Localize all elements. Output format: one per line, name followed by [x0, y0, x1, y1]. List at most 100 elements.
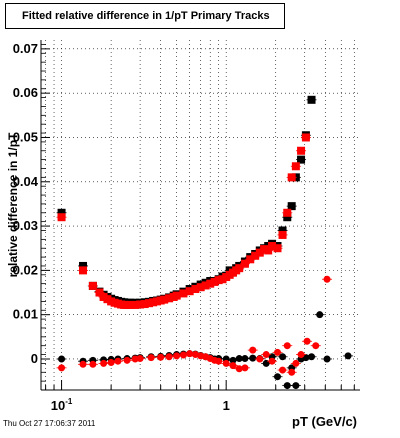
data-point-circle	[283, 382, 291, 390]
data-point-circle	[262, 359, 270, 367]
data-point-circle	[312, 342, 320, 350]
data-point-square	[283, 208, 292, 217]
data-point-square	[240, 259, 249, 268]
y-tick-label: 0	[31, 351, 38, 366]
data-point-circle	[292, 382, 300, 390]
data-point-circle	[186, 350, 194, 358]
data-point-square	[79, 261, 88, 270]
data-point-circle	[241, 364, 249, 372]
data-point-circle	[165, 353, 173, 361]
data-point-square	[287, 202, 296, 211]
data-point-circle	[229, 362, 237, 370]
data-point-circle	[316, 311, 324, 319]
data-point-square	[136, 300, 145, 309]
data-point-circle	[249, 354, 257, 362]
data-point-circle	[100, 359, 108, 367]
data-point-circle	[323, 355, 331, 363]
data-point-circle	[123, 356, 131, 364]
data-point-square	[278, 226, 287, 235]
data-point-circle	[292, 359, 300, 367]
data-point-square	[88, 281, 97, 290]
data-point-circle	[241, 355, 249, 363]
data-point-square	[210, 277, 219, 286]
data-point-circle	[262, 351, 270, 359]
data-point-circle	[147, 354, 155, 362]
data-point-square	[191, 284, 200, 293]
data-point-square	[131, 300, 140, 309]
data-point-circle	[288, 368, 296, 376]
data-point-square	[287, 173, 296, 182]
data-point-square	[251, 251, 260, 260]
data-point-square	[301, 133, 310, 142]
data-point-square	[264, 246, 273, 255]
data-point-circle	[344, 352, 352, 360]
data-point-circle	[58, 355, 66, 363]
y-tick-label: 0.04	[13, 174, 39, 189]
data-point-square	[278, 230, 287, 239]
data-point-square	[307, 95, 316, 104]
data-point-circle	[136, 355, 144, 363]
data-point-circle	[268, 357, 276, 365]
y-tick-label: 0.06	[13, 85, 38, 100]
data-point-square	[201, 281, 210, 290]
data-point-square	[235, 264, 244, 273]
x-axis-label: pT (GeV/c)	[292, 414, 358, 429]
data-point-square	[291, 162, 300, 171]
data-point-circle	[173, 352, 181, 360]
data-point-square	[255, 248, 264, 257]
data-point-square	[125, 300, 134, 309]
y-tick-label: 0.03	[13, 218, 38, 233]
timestamp-footer: Thu Oct 27 17:06:37 2011	[3, 419, 96, 428]
data-point-square	[273, 244, 282, 253]
data-point-circle	[256, 355, 264, 363]
data-point-square	[57, 213, 66, 222]
data-point-square	[79, 266, 88, 275]
data-point-circle	[249, 346, 257, 354]
data-point-circle	[274, 373, 282, 381]
data-point-square	[260, 245, 269, 254]
data-point-square	[140, 300, 149, 309]
data-point-circle	[79, 360, 87, 368]
data-point-circle	[235, 355, 243, 363]
data-point-circle	[191, 351, 199, 359]
data-point-circle	[297, 351, 305, 359]
data-point-circle	[303, 337, 311, 345]
data-point-circle	[58, 364, 66, 372]
data-point-circle	[279, 366, 287, 374]
data-point-square	[165, 294, 174, 303]
data-point-square	[172, 291, 181, 300]
data-point-circle	[308, 353, 316, 361]
y-tick-label: 0.02	[13, 262, 38, 277]
x-tick-label: 10-1	[51, 397, 73, 413]
data-point-circle	[274, 348, 282, 356]
x-tick-label: 1	[223, 398, 230, 413]
y-axis-label: relative difference in 1/pT	[6, 132, 20, 278]
y-tick-label: 0.01	[13, 307, 38, 322]
data-point-square	[246, 255, 255, 264]
data-point-square	[206, 279, 215, 288]
data-point-square	[283, 213, 292, 222]
data-point-circle	[215, 357, 223, 365]
data-point-circle	[235, 365, 243, 373]
data-point-circle	[279, 353, 287, 361]
data-point-circle	[107, 359, 115, 367]
data-point-circle	[157, 353, 165, 361]
data-point-circle	[89, 360, 97, 368]
data-point-circle	[114, 357, 122, 365]
data-point-circle	[179, 351, 187, 359]
data-point-square	[297, 146, 306, 155]
data-point-square	[196, 283, 205, 292]
data-point-circle	[222, 359, 230, 367]
data-point-square	[179, 289, 188, 298]
chart-title: Fitted relative difference in 1/pT Prima…	[5, 3, 285, 29]
data-point-square	[268, 242, 277, 251]
data-point-square	[160, 295, 169, 304]
y-tick-label: 0.07	[13, 41, 38, 56]
data-point-square	[185, 287, 194, 296]
data-point-circle	[283, 342, 291, 350]
data-point-circle	[323, 275, 331, 283]
data-point-square	[57, 208, 66, 217]
data-point-square	[297, 155, 306, 164]
